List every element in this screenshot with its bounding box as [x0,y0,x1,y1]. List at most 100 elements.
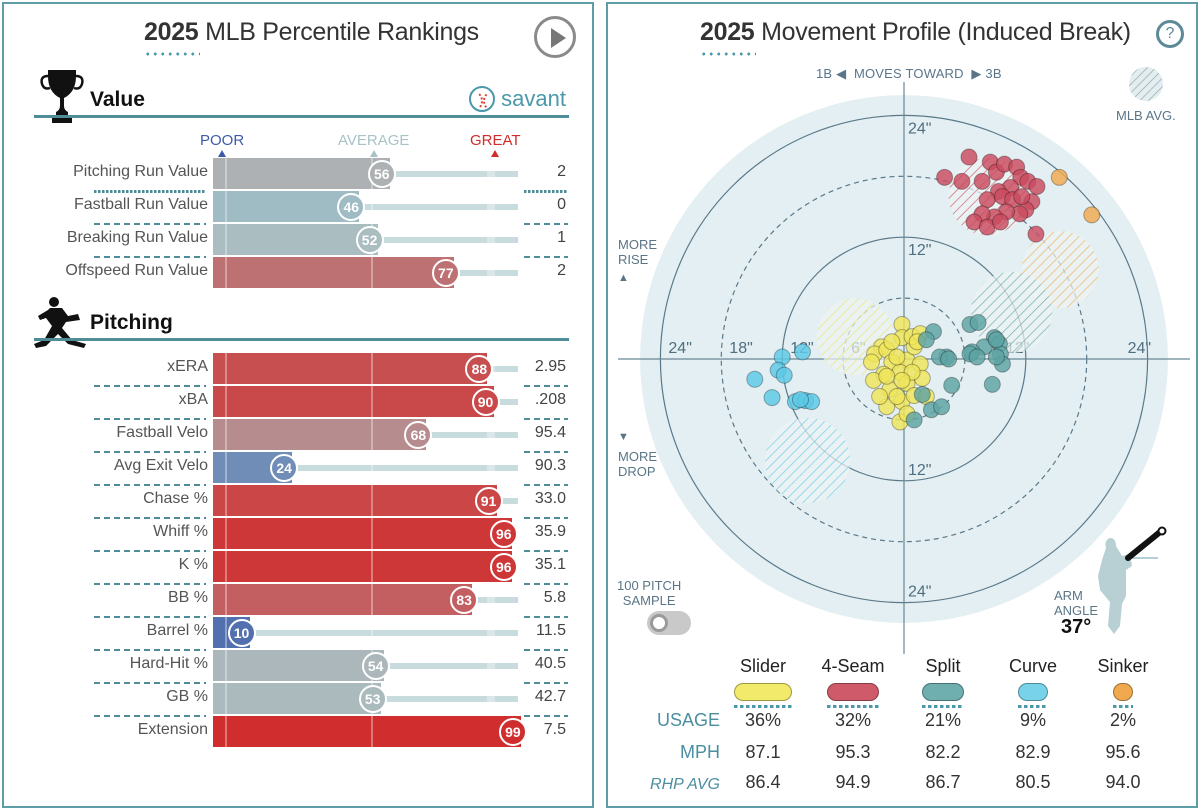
pitch-name: 4-Seam [821,656,885,676]
pitch-point-4-seam [1028,177,1046,195]
movement-chart: 24"18"12"6"12"24"24"12"12"24" [618,67,1190,654]
metric-row[interactable]: BB % 83 5.8 [4,584,596,615]
metric-row[interactable]: Hard-Hit % 54 40.5 [4,650,596,681]
metric-row[interactable]: xBA 90 .208 [4,386,596,417]
metric-row[interactable]: Extension 99 7.5 [4,716,596,747]
row-divider [524,616,568,618]
usage-dots [922,705,964,708]
savant-logo[interactable]: savant [469,86,566,112]
legend-item[interactable]: Sinker [1078,656,1168,708]
metric-row[interactable]: Fastball Velo 68 95.4 [4,419,596,450]
title-year: 2025 [144,18,199,46]
pitch-point-curve [746,370,764,388]
play-icon[interactable] [534,16,576,58]
pitch-point-slider [883,333,901,351]
usage-dots [1018,705,1048,708]
metric-label: Breaking Run Value [66,229,208,246]
movement-profile-panel: 2025 Movement Profile (Induced Break) ? … [606,2,1198,808]
rhp-avg-header: RHP AVG [650,776,720,793]
legend-item[interactable]: Curve [988,656,1078,708]
mph-header: MPH [680,742,720,762]
more-drop-label: ▼ MORE DROP [618,431,657,479]
metric-value: .208 [534,391,566,408]
scale-great: GREAT [470,132,521,157]
row-divider [524,223,568,225]
percentile-track [213,204,518,210]
metric-value: 2 [557,163,566,180]
toggle-knob [650,614,668,632]
mph-cell: 95.3 [835,742,871,762]
row-divider [94,451,206,453]
metric-value: 0 [557,196,566,213]
percentile-badge: 88 [465,355,494,383]
pitch-sample-toggle[interactable] [647,611,691,635]
moves-toward-label: 1B ◀ MOVES TOWARD ▶ 3B [816,66,1002,81]
pitch-color-swatch [827,683,879,701]
usage-cell: 2% [1109,710,1136,730]
triangle-up-icon [218,150,227,157]
percentile-badge: 83 [450,586,479,614]
metric-value: 90.3 [534,457,566,474]
metric-value: 42.7 [534,688,566,705]
metric-row[interactable]: xERA 88 2.95 [4,353,596,384]
pitch-point-split [940,350,958,368]
legend-item[interactable]: 4-Seam [808,656,898,708]
section-title-value: Value [90,88,145,111]
percentile-bar [213,650,384,681]
metric-label: Chase % [143,490,208,507]
percentile-badge: 10 [227,619,256,647]
mlb-avg-label: MLB AVG. [1116,108,1176,123]
percentile-bar [213,485,497,516]
arm-angle-value: 37° [1061,616,1092,638]
help-icon[interactable]: ? [1156,20,1184,48]
pitch-point-split [943,376,961,394]
metric-label: Barrel % [146,622,208,639]
triangle-up-icon: ▲ [618,272,629,284]
percentile-title: 2025 MLB Percentile Rankings [144,18,479,47]
pitch-point-sinker [1050,168,1068,186]
metric-value: 2 [557,262,566,279]
row-divider [524,550,568,552]
more-rise-label: MORE RISE ▲ [618,237,657,284]
mlb-avg-hatch-curve [764,417,851,504]
percentile-badge: 96 [489,553,518,581]
mph-row: MPH 87.1 95.3 82.2 82.9 95.6 [608,742,1200,768]
metric-row[interactable]: Breaking Run Value 52 1 [4,224,596,255]
mlb-avg-hatch-slider [816,298,894,376]
metric-row[interactable]: K % 96 35.1 [4,551,596,582]
metric-row[interactable]: GB % 53 42.7 [4,683,596,714]
percentile-badge: 77 [431,259,460,287]
rhp-avg-cell: 86.7 [925,772,961,792]
percentile-bar [213,584,473,615]
section-divider-pitching [34,338,569,341]
percentile-bar [213,551,512,582]
tick-label-left: 18" [729,340,752,357]
metric-label: Fastball Velo [116,424,208,441]
tick-label-left: 24" [668,340,691,357]
pitch-point-slider [893,371,911,389]
metric-value: 35.9 [534,523,566,540]
title-year: 2025 [700,18,755,46]
pitch-point-curve [763,389,781,407]
metric-row[interactable]: Chase % 91 33.0 [4,485,596,516]
usage-cell: 36% [744,710,782,730]
arm-angle-pitcher-icon [1098,526,1167,634]
legend-item[interactable]: Slider [718,656,808,708]
trophy-icon [40,70,84,123]
legend-item[interactable]: Split [898,656,988,708]
mph-cell: 95.6 [1105,742,1141,762]
usage-header: USAGE [656,710,720,730]
usage-dots [1113,705,1133,708]
savant-brand-text: savant [501,86,566,111]
metric-label: Avg Exit Velo [114,457,208,474]
pitch-point-4-seam [973,172,991,190]
metric-row[interactable]: Fastball Run Value 46 0 [4,191,596,222]
metric-row[interactable]: Whiff % 96 35.9 [4,518,596,549]
metric-row[interactable]: Avg Exit Velo 24 90.3 [4,452,596,483]
pitch-point-slider [863,353,881,371]
metric-row[interactable]: Barrel % 10 11.5 [4,617,596,648]
metric-row[interactable]: Pitching Run Value 56 2 [4,158,596,189]
percentile-badge: 90 [471,388,500,416]
pitch-name: Slider [739,656,787,676]
metric-row[interactable]: Offspeed Run Value 77 2 [4,257,596,288]
